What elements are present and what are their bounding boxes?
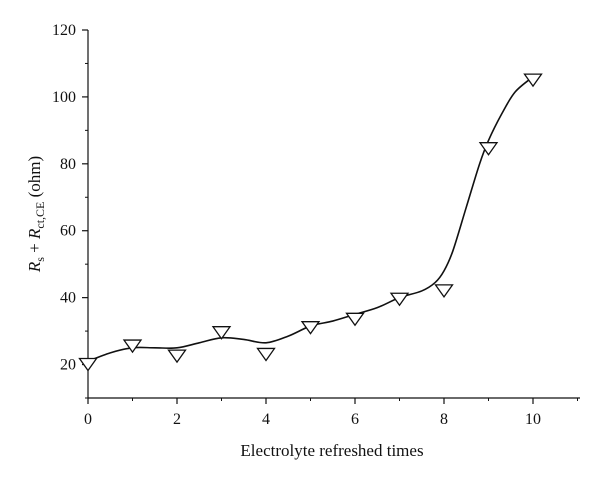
y-label-unit: (ohm) (25, 156, 44, 202)
data-point (389, 292, 410, 307)
x-tick-label: 10 (525, 411, 541, 428)
x-tick-label: 4 (262, 411, 270, 428)
x-axis-title: Electrolyte refreshed times (240, 441, 423, 460)
data-point (345, 312, 365, 327)
y-label-sub2: ct,CE (33, 202, 47, 229)
x-tick-label: 8 (440, 411, 448, 428)
y-tick-label: 80 (60, 156, 76, 173)
y-tick-label: 120 (52, 22, 76, 39)
y-tick-label: 40 (60, 290, 76, 307)
data-point (300, 321, 321, 335)
data-point (523, 73, 543, 88)
data-point (78, 357, 98, 372)
y-label-r1: R (25, 261, 44, 273)
data-point (434, 284, 454, 298)
y-label-plus: + (25, 239, 44, 257)
y-label-sub1: s (33, 257, 47, 262)
axes (87, 30, 580, 399)
data-point (256, 347, 276, 362)
y-label-r2: R (25, 228, 44, 240)
ticks: 20 40 60 80 100 120 0 2 4 6 8 10 (52, 22, 578, 428)
y-axis-title: Rs + Rct,CE (ohm) (25, 156, 47, 273)
y-tick-label: 100 (52, 89, 76, 106)
x-tick-label: 6 (351, 411, 359, 428)
fit-curve-layer (87, 76, 534, 362)
x-tick-label: 2 (173, 411, 181, 428)
data-markers (78, 73, 543, 372)
data-point (478, 142, 499, 156)
y-tick-label: 60 (60, 223, 76, 240)
data-point (122, 339, 143, 354)
y-tick-label: 20 (60, 357, 76, 374)
x-tick-label: 0 (84, 411, 92, 428)
data-point (167, 349, 187, 364)
fit-curve (87, 76, 534, 362)
data-point (211, 326, 232, 340)
